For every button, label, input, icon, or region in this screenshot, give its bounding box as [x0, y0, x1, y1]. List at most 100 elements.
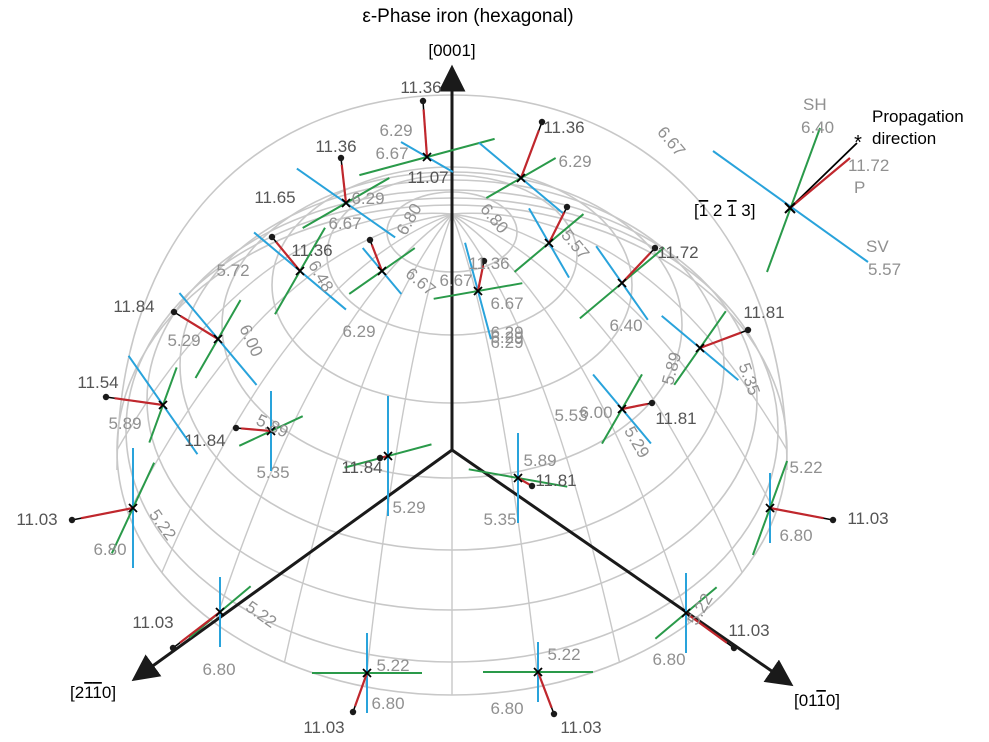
p-velocity-value: 11.81 [743, 303, 784, 322]
propagation-dot [648, 399, 656, 407]
velocity-cross [661, 310, 752, 386]
cross-center [544, 238, 554, 248]
axis-a2 [451, 448, 794, 687]
s-velocity-value: 5.29 [392, 498, 425, 517]
p-wave-line [536, 671, 553, 709]
p-wave-line [114, 397, 164, 407]
s-velocity-value: 6.29 [558, 152, 591, 171]
cross-center [617, 278, 627, 288]
cross-center [422, 152, 432, 162]
legend-center-cross [784, 202, 796, 214]
p-wave-line [354, 672, 369, 707]
velocity-cross [359, 97, 495, 177]
s-velocity-value: 6.00 [579, 403, 612, 422]
p-velocity-value: 11.84 [113, 297, 154, 316]
legend-propagation-line2: direction [872, 129, 936, 148]
cross-center [362, 668, 372, 678]
s-velocity-value: 6.29 [490, 328, 523, 347]
grid-meridian [451, 213, 743, 573]
grid-meridian [161, 213, 453, 573]
legend-sh-name: SH [803, 95, 827, 114]
velocity-crosses [68, 97, 837, 718]
s-velocity-value: 6.80 [652, 650, 685, 669]
axis-label-c: [0001] [428, 41, 475, 60]
s-velocity-value: 6.80 [371, 694, 404, 713]
velocity-cross [253, 227, 347, 315]
p-velocity-value: 11.36 [400, 78, 441, 97]
s-velocity-value: 6.29 [490, 333, 523, 352]
p-wave-line [241, 427, 272, 433]
p-wave-line [519, 130, 540, 179]
s-velocity-value: 5.22 [547, 645, 580, 664]
velocity-cross [232, 391, 304, 471]
legend: * Propagation direction SH 6.40 11.72 P … [694, 95, 964, 279]
grid-meridian [451, 213, 690, 624]
propagation-dot [68, 516, 76, 524]
velocity-cross [592, 373, 656, 445]
s-velocity-value: 5.22 [684, 590, 717, 628]
legend-p-value: 11.72 [848, 156, 889, 175]
p-wave-line [340, 164, 348, 204]
p-velocity-value: 11.03 [728, 621, 769, 640]
grid-meridian [451, 213, 540, 687]
propagation-dot [651, 244, 659, 252]
p-velocity-value: 11.72 [657, 243, 698, 262]
velocity-cross [312, 633, 422, 716]
velocity-cross [169, 577, 252, 652]
grid-meridian [451, 213, 777, 514]
s-velocity-value: 6.67 [328, 214, 361, 233]
s-velocity-value: 6.67 [439, 271, 472, 290]
cross-center [695, 343, 705, 353]
cross-center [681, 608, 691, 618]
p-velocity-value: 11.65 [254, 188, 295, 207]
p-wave-line [769, 506, 824, 520]
s-velocity-value: 6.67 [653, 123, 689, 161]
velocity-cross [348, 236, 416, 295]
cross-center [295, 266, 305, 276]
s-velocity-value: 6.80 [93, 540, 126, 559]
p-velocity-value: 11.03 [16, 510, 57, 529]
velocity-cross [654, 573, 738, 653]
p-wave-line [179, 611, 221, 644]
velocity-cross [170, 292, 258, 386]
legend-p-line [789, 157, 851, 209]
s-velocity-value: 5.35 [483, 510, 516, 529]
cross-center [383, 451, 393, 461]
cross-center [266, 426, 276, 436]
legend-direction-label: [1 2 1 3] [694, 201, 755, 220]
grid-meridian [283, 213, 453, 663]
s-velocity-value: 6.67 [490, 294, 523, 313]
s-velocity-value: 5.89 [108, 414, 141, 433]
velocity-cross [513, 203, 585, 279]
s-velocity-value: 5.89 [658, 350, 685, 387]
cross-center [213, 334, 223, 344]
s-velocity-value: 5.22 [376, 656, 409, 675]
grid-meridian [214, 213, 453, 624]
cross-center [533, 667, 543, 677]
velocity-cross [433, 242, 523, 340]
axis-label-a2: [0110] [794, 691, 840, 710]
s-velocity-value: 6.00 [235, 322, 266, 360]
propagation-dot [550, 710, 558, 718]
legend-sh-value: 6.40 [801, 118, 834, 137]
velocity-cross [68, 448, 156, 568]
legend-sv-value: 5.57 [868, 260, 901, 279]
legend-propagation-line1: Propagation [872, 107, 964, 126]
s-velocity-value: 6.29 [351, 189, 384, 208]
p-velocity-value: 11.36 [315, 137, 356, 156]
p-wave-line [621, 252, 651, 284]
s-velocity-value: 5.22 [145, 506, 180, 544]
p-wave-line [370, 244, 384, 272]
grid-meridian [127, 213, 453, 514]
propagation-dot [829, 516, 837, 524]
legend-direction-line [789, 142, 858, 209]
propagation-dot [170, 308, 178, 316]
grid-meridian [116, 212, 453, 451]
grid-meridian [364, 213, 453, 687]
propagation-dot [538, 118, 546, 126]
p-velocity-value: 11.81 [655, 409, 696, 428]
s-velocity-value: 5.35 [256, 463, 289, 482]
s-velocity-value: 6.80 [202, 660, 235, 679]
propagation-dot [169, 644, 177, 652]
